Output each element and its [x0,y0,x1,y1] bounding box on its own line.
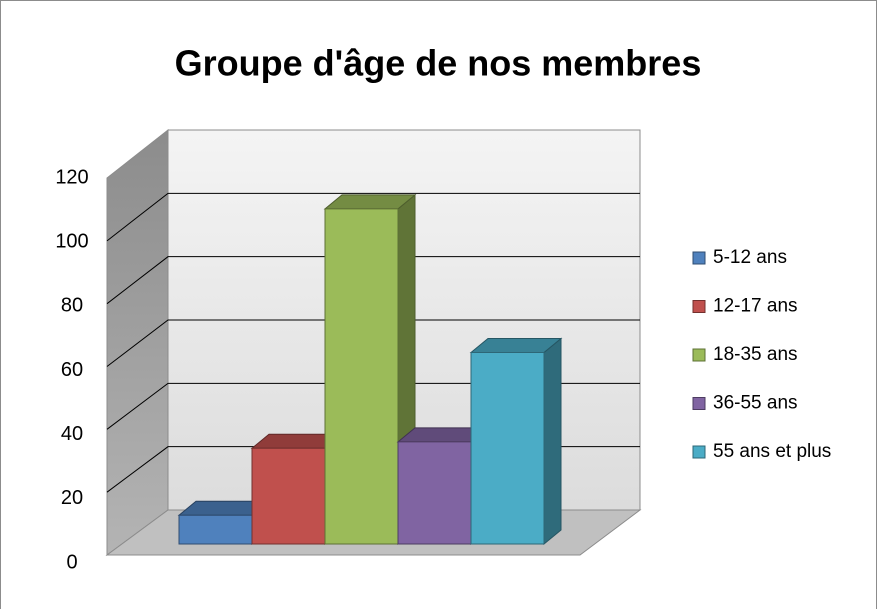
side-wall [106,128,169,556]
legend-label: 5-12 ans [713,247,787,268]
y-tick-label: 100 [55,230,88,252]
legend-swatch [692,348,706,362]
bar [251,447,326,545]
legend-swatch [692,397,706,410]
legend-label: 36-55 ans [713,393,798,414]
legend-swatch [692,300,706,313]
legend-swatch [692,445,706,459]
y-tick-label: 120 [55,166,88,188]
legend-label: 55 ans et plus [713,441,831,462]
bar [397,441,472,545]
bar [178,514,253,545]
grid-line [106,319,640,367]
y-tick-label: 40 [61,423,83,445]
legend-label: 12-17 ans [713,296,798,317]
y-tick-label: 80 [61,295,83,317]
bar [470,352,545,545]
y-tick-label: 60 [61,359,83,381]
legend-swatch [692,251,706,265]
bar [324,208,399,545]
legend-label: 18-35 ans [713,344,798,365]
grid-line [106,256,640,305]
chart-title: Groupe d'âge de nos membres [175,43,702,84]
y-tick-label: 0 [66,551,77,573]
bar-side [543,337,562,546]
grid-line [106,192,640,242]
y-tick-label: 20 [61,487,83,509]
